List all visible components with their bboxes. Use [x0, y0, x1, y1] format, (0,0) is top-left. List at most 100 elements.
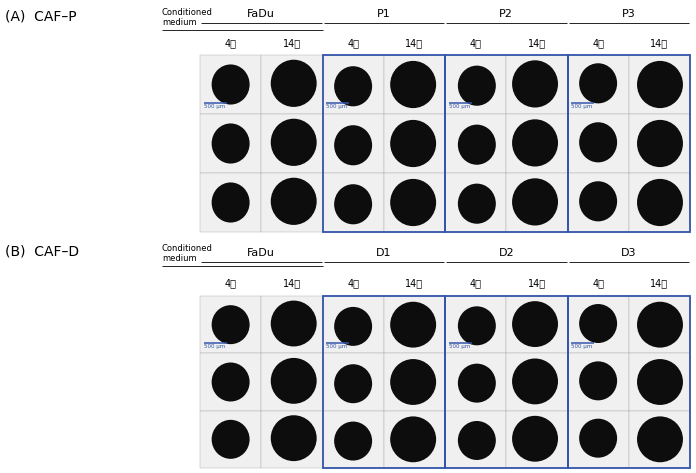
Ellipse shape: [512, 416, 558, 462]
Ellipse shape: [212, 123, 250, 164]
Bar: [506, 173, 567, 232]
Bar: [628, 114, 690, 173]
Text: 500 μm: 500 μm: [571, 105, 592, 109]
Bar: [322, 353, 383, 411]
Text: (A)  CAF–P: (A) CAF–P: [5, 10, 77, 24]
Ellipse shape: [637, 179, 683, 226]
Bar: [200, 114, 261, 173]
Ellipse shape: [390, 120, 436, 167]
Text: 14일: 14일: [528, 38, 546, 48]
Bar: [445, 296, 506, 353]
Bar: [628, 296, 690, 353]
Ellipse shape: [334, 125, 372, 166]
Text: 500 μm: 500 μm: [571, 344, 592, 349]
Text: FaDu: FaDu: [247, 9, 275, 19]
Bar: [567, 173, 628, 232]
Bar: [261, 55, 322, 114]
Text: D2: D2: [498, 248, 514, 258]
Text: 500 μm: 500 μm: [204, 344, 225, 349]
Text: 14일: 14일: [405, 278, 423, 288]
Ellipse shape: [579, 63, 617, 104]
Bar: [506, 55, 567, 114]
Ellipse shape: [271, 415, 317, 461]
Text: D3: D3: [621, 248, 637, 258]
Text: 14일: 14일: [283, 38, 301, 48]
Ellipse shape: [637, 416, 683, 462]
Bar: [322, 173, 383, 232]
Bar: [383, 114, 445, 173]
Bar: [506, 296, 567, 353]
Bar: [383, 55, 445, 114]
Bar: [506, 114, 567, 173]
Bar: [383, 353, 445, 411]
Bar: [445, 55, 506, 114]
Bar: [200, 353, 261, 411]
Ellipse shape: [334, 66, 372, 106]
Bar: [261, 353, 322, 411]
Ellipse shape: [271, 119, 317, 166]
Ellipse shape: [512, 61, 558, 107]
Bar: [445, 411, 506, 468]
Ellipse shape: [579, 361, 617, 400]
Ellipse shape: [512, 301, 558, 347]
Ellipse shape: [390, 61, 436, 108]
Text: (B)  CAF–D: (B) CAF–D: [5, 244, 79, 258]
Text: Conditioned
medium: Conditioned medium: [162, 8, 213, 27]
Bar: [628, 173, 690, 232]
Ellipse shape: [390, 416, 436, 462]
Text: 4일: 4일: [225, 278, 237, 288]
Text: 14일: 14일: [528, 278, 546, 288]
Ellipse shape: [458, 421, 496, 460]
Ellipse shape: [271, 60, 317, 107]
Bar: [261, 411, 322, 468]
Ellipse shape: [512, 119, 558, 166]
Bar: [383, 411, 445, 468]
Text: P1: P1: [377, 9, 390, 19]
Text: 500 μm: 500 μm: [449, 105, 470, 109]
Text: 14일: 14일: [650, 38, 668, 48]
Bar: [200, 173, 261, 232]
Bar: [261, 296, 322, 353]
Ellipse shape: [390, 359, 436, 405]
Ellipse shape: [512, 178, 558, 226]
Text: 4일: 4일: [592, 278, 604, 288]
Ellipse shape: [271, 300, 317, 346]
Ellipse shape: [458, 184, 496, 224]
Bar: [567, 114, 628, 173]
Bar: [445, 173, 506, 232]
Text: 4일: 4일: [470, 278, 482, 288]
Bar: [200, 55, 261, 114]
Ellipse shape: [579, 304, 617, 343]
Ellipse shape: [334, 184, 372, 224]
Text: 14일: 14일: [283, 278, 301, 288]
Ellipse shape: [458, 364, 496, 403]
Ellipse shape: [334, 421, 372, 461]
Bar: [383, 173, 445, 232]
Bar: [200, 411, 261, 468]
Text: 500 μm: 500 μm: [204, 105, 225, 109]
Ellipse shape: [390, 179, 436, 226]
Ellipse shape: [334, 307, 372, 346]
Bar: [506, 411, 567, 468]
Bar: [567, 296, 628, 353]
Bar: [322, 411, 383, 468]
Ellipse shape: [390, 302, 436, 348]
Text: 14일: 14일: [650, 278, 668, 288]
Ellipse shape: [212, 305, 250, 344]
Bar: [628, 55, 690, 114]
Text: P3: P3: [622, 9, 635, 19]
Text: 500 μm: 500 μm: [449, 344, 470, 349]
Bar: [628, 411, 690, 468]
Bar: [322, 296, 383, 353]
Ellipse shape: [458, 66, 496, 106]
Text: 500 μm: 500 μm: [326, 105, 347, 109]
Text: D1: D1: [376, 248, 391, 258]
Bar: [322, 55, 383, 114]
Text: 4일: 4일: [470, 38, 482, 48]
Bar: [383, 296, 445, 353]
Ellipse shape: [212, 420, 250, 459]
Bar: [200, 296, 261, 353]
Text: 500 μm: 500 μm: [326, 344, 347, 349]
Ellipse shape: [212, 64, 250, 105]
Ellipse shape: [512, 359, 558, 404]
